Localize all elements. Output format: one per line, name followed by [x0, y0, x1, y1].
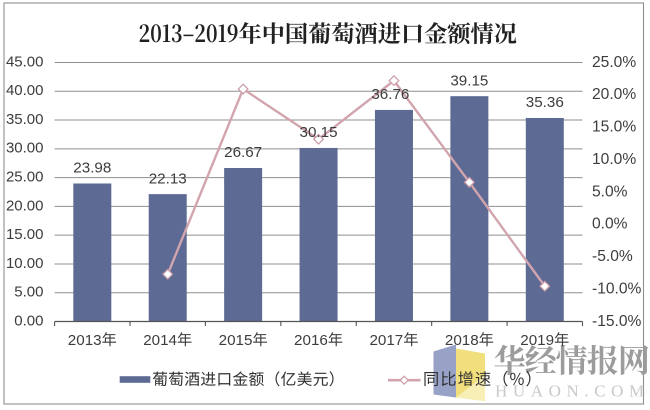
svg-text:45.00: 45.00: [6, 53, 44, 70]
svg-text:2019: 2019: [520, 332, 554, 349]
svg-text:-15.0%: -15.0%: [592, 313, 642, 330]
svg-text:5.0%: 5.0%: [592, 183, 628, 200]
svg-text:26.67: 26.67: [224, 144, 262, 161]
svg-text:2015: 2015: [219, 332, 253, 349]
svg-text:0.00: 0.00: [14, 312, 43, 329]
svg-text:35.00: 35.00: [6, 111, 44, 128]
svg-text:-10.0%: -10.0%: [592, 280, 642, 297]
svg-text:20.00: 20.00: [6, 197, 44, 214]
svg-text:30.00: 30.00: [6, 140, 44, 157]
svg-text:-5.0%: -5.0%: [592, 248, 633, 265]
svg-text:23.98: 23.98: [73, 160, 111, 177]
svg-text:25.00: 25.00: [6, 169, 44, 186]
svg-text:15.0%: 15.0%: [592, 119, 636, 136]
svg-text:2018: 2018: [445, 332, 479, 349]
svg-text:30.15: 30.15: [300, 124, 338, 141]
svg-text:20.0%: 20.0%: [592, 86, 636, 103]
svg-text:25.0%: 25.0%: [592, 54, 636, 71]
svg-text:15.00: 15.00: [6, 226, 44, 243]
svg-text:40.00: 40.00: [6, 82, 44, 99]
svg-text:2017: 2017: [369, 332, 403, 349]
svg-text:5.00: 5.00: [14, 284, 43, 301]
svg-text:2016: 2016: [294, 332, 328, 349]
svg-text:36.76: 36.76: [371, 86, 409, 103]
svg-text:22.13: 22.13: [149, 170, 187, 187]
svg-text:2014: 2014: [143, 332, 177, 349]
svg-text:10.00: 10.00: [6, 255, 44, 272]
svg-text:10.0%: 10.0%: [592, 151, 636, 168]
svg-text:39.15: 39.15: [450, 72, 488, 89]
svg-text:0.0%: 0.0%: [592, 216, 628, 233]
svg-text:HUAON.COM: HUAON.COM: [495, 382, 650, 401]
svg-text:35.36: 35.36: [526, 94, 564, 111]
svg-text:2013: 2013: [68, 332, 102, 349]
